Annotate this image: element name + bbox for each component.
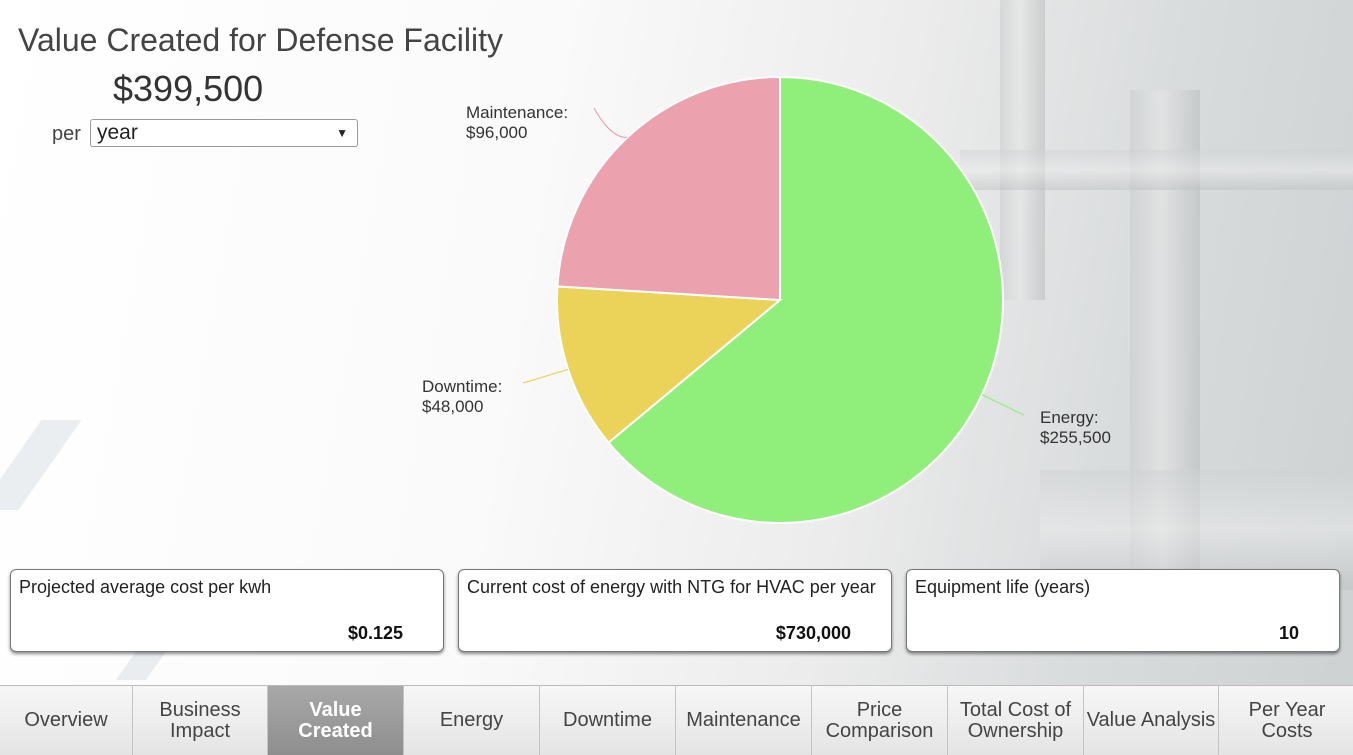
tab-business-impact[interactable]: Business Impact xyxy=(133,686,268,755)
card-label: Projected average cost per kwh xyxy=(19,577,272,597)
card-label: Equipment life (years) xyxy=(915,577,1091,597)
tab-label: Price Comparison xyxy=(825,698,934,742)
card-value: 10 xyxy=(1278,623,1299,643)
tab-total-cost-of-ownership[interactable]: Total Cost of Ownership xyxy=(948,686,1084,755)
period-selected-value: year xyxy=(97,121,138,144)
tab-maintenance[interactable]: Maintenance xyxy=(676,686,812,755)
slice-label-energy: Energy: $255,500 xyxy=(1040,408,1111,447)
pie-slice-energy xyxy=(607,75,1004,524)
tab-label: Overview xyxy=(24,709,108,731)
tab-label: Maintenance xyxy=(686,709,801,731)
leader-line-energy xyxy=(981,394,1025,416)
chevron-down-icon: ▼ xyxy=(336,126,348,140)
pie-slice-maintenance xyxy=(556,75,781,302)
tab-value-created[interactable]: Value Created xyxy=(268,686,404,755)
tab-price-comparison[interactable]: Price Comparison xyxy=(812,686,948,755)
card-value: $730,000 xyxy=(775,623,851,643)
card-value: $0.125 xyxy=(347,623,403,643)
tab-per-year-costs[interactable]: Per Year Costs xyxy=(1219,686,1353,755)
slice-label-maintenance: Maintenance: $96,000 xyxy=(466,103,568,142)
tab-label: Value Analysis xyxy=(1086,709,1216,731)
leader-line-maintenance xyxy=(593,107,628,139)
slice-label-downtime: Downtime: $48,000 xyxy=(422,377,502,416)
card-cost-per-kwh: Projected average cost per kwh $0.125 xyxy=(10,569,444,652)
tab-label: Energy xyxy=(439,709,504,731)
tab-label: Total Cost of Ownership xyxy=(959,698,1072,742)
total-value: $399,500 xyxy=(113,68,264,109)
tab-label: Downtime xyxy=(563,709,652,731)
per-label: per xyxy=(52,123,81,145)
tab-label: Value Created xyxy=(298,698,373,742)
tab-bar: Overview Business Impact Value Created E… xyxy=(0,685,1353,755)
leader-line-downtime xyxy=(522,368,569,384)
card-equipment-life: Equipment life (years) 10 xyxy=(906,569,1340,652)
pie-chart: Energy: $255,500 Downtime: $48,000 Maintenan… xyxy=(422,75,1111,524)
pie-slice-downtime xyxy=(556,285,783,445)
tab-label: Per Year Costs xyxy=(1248,698,1326,742)
tab-value-analysis[interactable]: Value Analysis xyxy=(1084,686,1219,755)
card-energy-cost: Current cost of energy with NTG for HVAC… xyxy=(458,569,892,652)
tab-overview[interactable]: Overview xyxy=(0,686,133,755)
page-title: Value Created for Defense Facility xyxy=(18,22,503,58)
card-label: Current cost of energy with NTG for HVAC… xyxy=(467,577,876,597)
tab-label: Business Impact xyxy=(159,698,241,742)
period-select[interactable]: year ▼ xyxy=(90,119,358,147)
tab-energy[interactable]: Energy xyxy=(404,686,540,755)
tab-downtime[interactable]: Downtime xyxy=(540,686,676,755)
